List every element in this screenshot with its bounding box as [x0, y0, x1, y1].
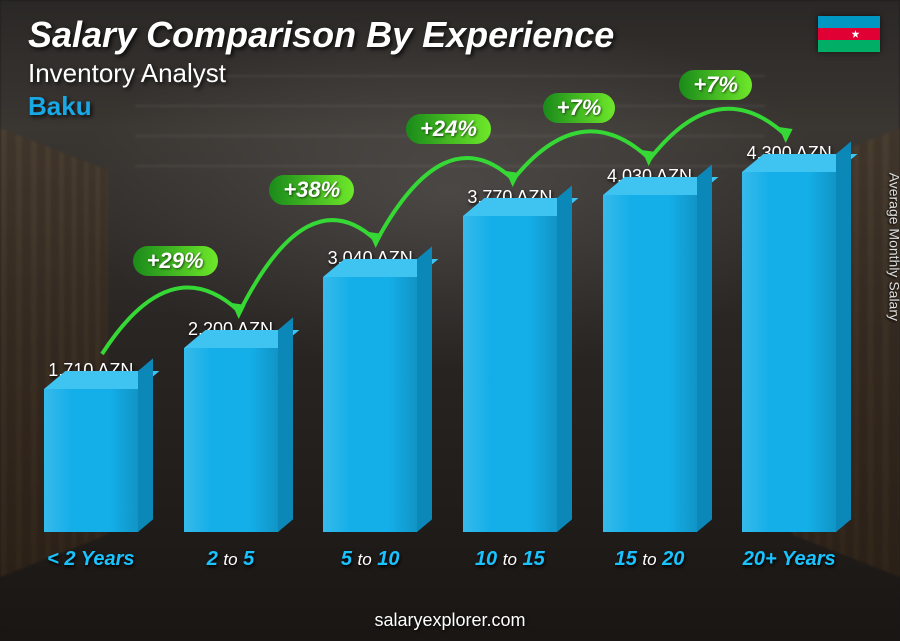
chart-column: 1,710 AZN< 2 Years [30, 360, 152, 571]
y-axis-label: Average Monthly Salary [886, 172, 900, 320]
header: Salary Comparison By Experience Inventor… [28, 14, 872, 122]
bar [603, 195, 697, 532]
category-label: < 2 Years [47, 548, 134, 571]
increase-badge: +7% [543, 93, 616, 123]
category-label: 2 to 5 [207, 548, 255, 571]
chart-column: 3,040 AZN5 to 10 [309, 248, 431, 571]
bar [742, 172, 836, 532]
increase-badge: +7% [679, 70, 752, 100]
category-label: 5 to 10 [341, 548, 400, 571]
increase-badge: +29% [133, 246, 218, 276]
infographic-container: Salary Comparison By Experience Inventor… [0, 0, 900, 641]
category-label: 10 to 15 [475, 548, 545, 571]
bar-chart: 1,710 AZN< 2 Years2,200 AZN2 to 53,040 A… [30, 140, 850, 571]
page-title: Salary Comparison By Experience [28, 14, 872, 56]
increase-badge: +24% [406, 114, 491, 144]
chart-column: 3,770 AZN10 to 15 [449, 187, 571, 571]
chart-column: 2,200 AZN2 to 5 [170, 319, 292, 571]
increase-badge: +38% [269, 175, 354, 205]
flag-emblem-icon [839, 27, 860, 41]
category-label: 20+ Years [743, 548, 836, 571]
category-label: 15 to 20 [615, 548, 685, 571]
flag-stripe-3 [818, 40, 880, 52]
bar [184, 348, 278, 532]
chart-column: 4,030 AZN15 to 20 [589, 166, 711, 571]
source-attribution: salaryexplorer.com [0, 610, 900, 631]
bar [44, 389, 138, 532]
bar [323, 277, 417, 532]
country-flag [818, 16, 880, 52]
bar [463, 216, 557, 532]
chart-column: 4,300 AZN20+ Years [728, 143, 850, 571]
